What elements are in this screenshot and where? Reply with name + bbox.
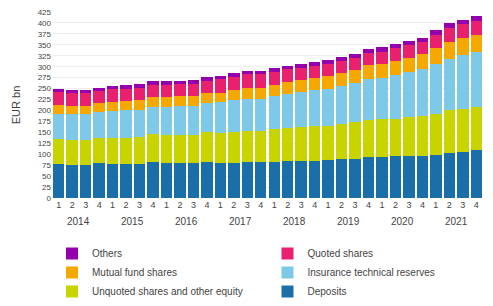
svg-text:Quoted shares: Quoted shares <box>308 248 374 259</box>
svg-text:1: 1 <box>326 200 331 210</box>
svg-text:0: 0 <box>47 194 52 203</box>
svg-text:2021: 2021 <box>445 216 468 227</box>
svg-text:2: 2 <box>70 200 75 210</box>
svg-text:4: 4 <box>312 200 317 210</box>
svg-text:2019: 2019 <box>337 216 360 227</box>
svg-text:425: 425 <box>38 8 52 17</box>
svg-text:EUR bn: EUR bn <box>10 86 22 125</box>
svg-text:3: 3 <box>299 200 304 210</box>
svg-text:2015: 2015 <box>121 216 144 227</box>
svg-text:4: 4 <box>474 200 479 210</box>
svg-text:2016: 2016 <box>175 216 198 227</box>
svg-text:3: 3 <box>245 200 250 210</box>
svg-text:4: 4 <box>258 200 263 210</box>
svg-text:4: 4 <box>97 200 102 210</box>
svg-text:2: 2 <box>339 200 344 210</box>
svg-text:350: 350 <box>38 41 52 50</box>
svg-text:1: 1 <box>56 200 61 210</box>
svg-text:3: 3 <box>406 200 411 210</box>
svg-text:Deposits: Deposits <box>308 286 347 297</box>
svg-text:3: 3 <box>460 200 465 210</box>
svg-text:1: 1 <box>272 200 277 210</box>
svg-text:3: 3 <box>191 200 196 210</box>
svg-text:250: 250 <box>38 84 52 93</box>
svg-text:2: 2 <box>447 200 452 210</box>
svg-text:3: 3 <box>353 200 358 210</box>
svg-text:2: 2 <box>393 200 398 210</box>
svg-text:375: 375 <box>38 30 52 39</box>
svg-text:Unquoted shares and other equi: Unquoted shares and other equity <box>92 286 243 297</box>
svg-text:1: 1 <box>433 200 438 210</box>
svg-text:4: 4 <box>366 200 371 210</box>
svg-text:1: 1 <box>110 200 115 210</box>
svg-text:1: 1 <box>379 200 384 210</box>
svg-text:125: 125 <box>38 139 52 148</box>
svg-text:2: 2 <box>285 200 290 210</box>
svg-text:150: 150 <box>38 128 52 137</box>
svg-text:300: 300 <box>38 63 52 72</box>
svg-text:4: 4 <box>204 200 209 210</box>
svg-text:2: 2 <box>124 200 129 210</box>
svg-text:2: 2 <box>177 200 182 210</box>
svg-text:325: 325 <box>38 52 52 61</box>
svg-text:225: 225 <box>38 95 52 104</box>
svg-text:275: 275 <box>38 73 52 82</box>
svg-text:75: 75 <box>42 161 51 170</box>
svg-text:Others: Others <box>92 248 122 259</box>
svg-text:200: 200 <box>38 106 52 115</box>
svg-text:50: 50 <box>42 172 51 181</box>
svg-text:2014: 2014 <box>67 216 90 227</box>
svg-text:1: 1 <box>218 200 223 210</box>
svg-text:400: 400 <box>38 19 52 28</box>
svg-text:1: 1 <box>164 200 169 210</box>
svg-text:2018: 2018 <box>283 216 306 227</box>
svg-text:25: 25 <box>42 183 51 192</box>
svg-text:2017: 2017 <box>229 216 252 227</box>
svg-text:175: 175 <box>38 117 52 126</box>
svg-text:Insurance technical reserves: Insurance technical reserves <box>308 267 435 278</box>
svg-text:2: 2 <box>231 200 236 210</box>
svg-text:4: 4 <box>151 200 156 210</box>
svg-text:100: 100 <box>38 150 52 159</box>
svg-text:4: 4 <box>420 200 425 210</box>
svg-text:Mutual fund shares: Mutual fund shares <box>92 267 177 278</box>
svg-text:2020: 2020 <box>391 216 414 227</box>
svg-text:3: 3 <box>83 200 88 210</box>
svg-text:3: 3 <box>137 200 142 210</box>
